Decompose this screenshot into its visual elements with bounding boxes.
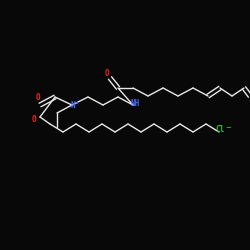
Text: O: O xyxy=(32,114,36,124)
Text: O: O xyxy=(105,70,109,78)
Text: Cl: Cl xyxy=(216,126,224,134)
Text: +: + xyxy=(75,100,79,105)
Text: N: N xyxy=(71,102,75,110)
Text: −: − xyxy=(225,125,231,131)
Text: NH: NH xyxy=(130,100,140,108)
Text: O: O xyxy=(36,92,40,102)
